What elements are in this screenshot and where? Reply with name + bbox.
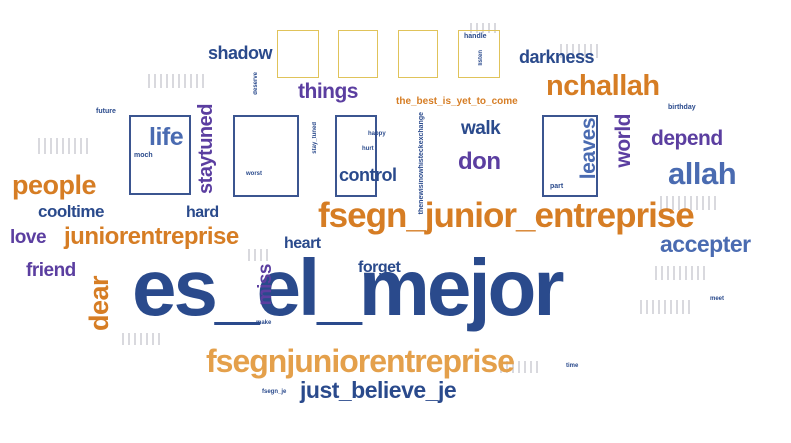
outline-box bbox=[335, 115, 377, 197]
placeholder-bars bbox=[640, 300, 700, 314]
word-time: time bbox=[566, 363, 579, 369]
word-friend: friend bbox=[26, 260, 76, 281]
outline-box bbox=[338, 30, 378, 78]
outline-box bbox=[398, 30, 438, 78]
word-life: life bbox=[149, 123, 184, 151]
word-darkness: darkness bbox=[519, 47, 595, 67]
word-forget: forget bbox=[358, 259, 401, 276]
word-hurt: hurt bbox=[362, 146, 374, 152]
word-deserve: deserve bbox=[253, 72, 259, 95]
outline-box bbox=[277, 30, 319, 78]
placeholder-bars bbox=[122, 332, 166, 345]
word-stay-tuned: stay_tuned bbox=[312, 122, 318, 154]
word-miss: miss bbox=[255, 264, 276, 306]
word-world: world bbox=[612, 114, 635, 168]
word-part: part bbox=[550, 183, 564, 190]
word-dear: dear bbox=[84, 276, 114, 332]
word-heart: heart bbox=[284, 235, 321, 252]
word-staytuned: staytuned bbox=[195, 104, 217, 194]
outline-box bbox=[129, 115, 191, 195]
placeholder-bars bbox=[660, 196, 730, 210]
word-happy: happy bbox=[368, 131, 386, 137]
word-walk: walk bbox=[461, 118, 501, 139]
word-listen: listen bbox=[478, 50, 484, 66]
placeholder-bars bbox=[248, 248, 272, 261]
outline-box bbox=[233, 115, 299, 197]
word-juniorentreprise: juniorentreprise bbox=[64, 223, 239, 250]
word-depend: depend bbox=[651, 127, 723, 150]
outline-box bbox=[542, 115, 598, 197]
word-meet: meet bbox=[710, 296, 725, 302]
word-allah: allah bbox=[668, 156, 737, 191]
word-fsegnjuniorentreprise: fsegnjuniorentreprise bbox=[206, 343, 515, 379]
word-es-el-mejor: es_el_mejor bbox=[132, 243, 565, 332]
word-make: make bbox=[256, 320, 272, 326]
word-just-believe-je: just_believe_je bbox=[300, 377, 457, 403]
placeholder-bars bbox=[560, 44, 610, 58]
word-fsegn-je: fsegn_je bbox=[262, 389, 287, 395]
word-shadow: shadow bbox=[208, 43, 273, 63]
word-control: control bbox=[339, 165, 397, 185]
word-worst: worst bbox=[246, 171, 263, 177]
word-handle: handle bbox=[464, 33, 487, 40]
word-moch: moch bbox=[134, 152, 153, 159]
word-accepter: accepter bbox=[660, 231, 751, 257]
outline-box bbox=[458, 30, 500, 78]
word-fsegn-junior-entreprise: fsegn_junior_entreprise bbox=[318, 196, 695, 235]
word-cooltime: cooltime bbox=[38, 202, 104, 221]
word-don: don bbox=[458, 148, 501, 175]
word-thenewisinowhisteckexchange: thenewisinowhisteckexchange bbox=[418, 112, 425, 215]
word-nchallah: nchallah bbox=[546, 70, 660, 102]
word-the-best-is-yet-to-come: the_best_is_yet_to_come bbox=[396, 96, 518, 107]
word-love: love bbox=[10, 227, 47, 248]
word-leaves: leaves bbox=[577, 118, 600, 180]
word-people: people bbox=[12, 170, 97, 200]
placeholder-bars bbox=[655, 266, 715, 280]
word-future: future bbox=[96, 108, 116, 115]
placeholder-bars bbox=[148, 74, 218, 88]
placeholder-bars bbox=[38, 138, 98, 154]
placeholder-bars bbox=[470, 20, 500, 33]
word-birthday: birthday bbox=[668, 104, 696, 111]
word-things: things bbox=[298, 80, 359, 103]
placeholder-bars bbox=[500, 360, 544, 373]
word-hard: hard bbox=[186, 204, 219, 221]
